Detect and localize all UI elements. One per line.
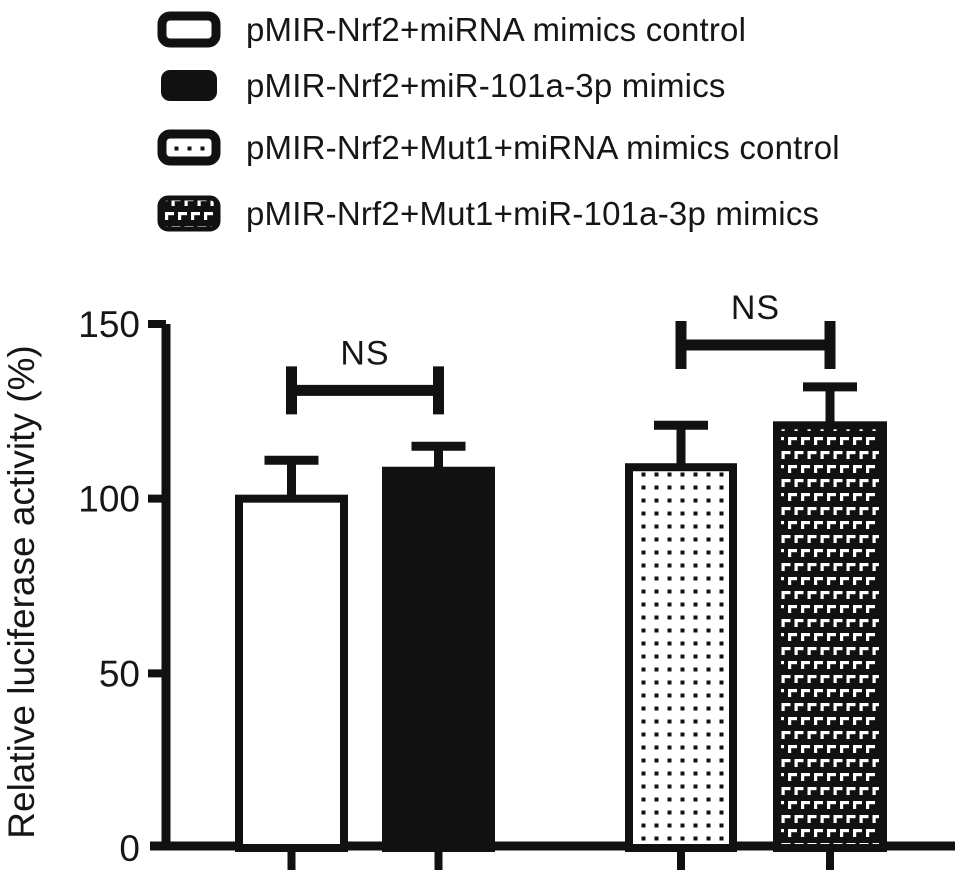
legend-item-brick: pMIR-Nrf2+Mut1+miR-101a-3p mimics: [157, 195, 819, 232]
legend-swatch-solid-bar-icon: [161, 70, 217, 101]
legend-swatch-dotted-bar-icon: [157, 129, 221, 166]
legend-label: pMIR-Nrf2+miR-101a-3p mimics: [246, 66, 726, 104]
y-tick-label: 100: [78, 479, 140, 520]
y-tick-label: 50: [99, 653, 140, 694]
legend-item-solid: pMIR-Nrf2+miR-101a-3p mimics: [157, 67, 726, 104]
legend-item-open: pMIR-Nrf2+miRNA mimics control: [157, 11, 746, 48]
legend-label: pMIR-Nrf2+miRNA mimics control: [246, 10, 747, 48]
significance-label: NS: [340, 334, 389, 372]
y-tick-label: 0: [119, 828, 140, 869]
y-tick-label: 150: [78, 304, 140, 345]
plot-area: 0 50 100 150 NS NS: [78, 289, 955, 870]
bar-dotted: [625, 463, 737, 852]
legend-swatch-brick-bar-icon: [157, 195, 221, 232]
bar-solid: [382, 466, 495, 852]
y-axis-title: Relative luciferase activity (%): [1, 345, 42, 838]
significance-label: NS: [731, 289, 780, 327]
chart-legend: pMIR-Nrf2+miRNA mimics control pMIR-Nrf2…: [0, 0, 969, 250]
bar-open: [235, 494, 348, 852]
legend-swatch-open-bar-icon: [157, 11, 221, 48]
legend-label: pMIR-Nrf2+Mut1+miRNA mimics control: [246, 128, 840, 166]
bar-brick: [773, 421, 887, 852]
legend-label: pMIR-Nrf2+Mut1+miR-101a-3p mimics: [246, 194, 820, 232]
legend-item-dotted: pMIR-Nrf2+Mut1+miRNA mimics control: [157, 129, 840, 166]
